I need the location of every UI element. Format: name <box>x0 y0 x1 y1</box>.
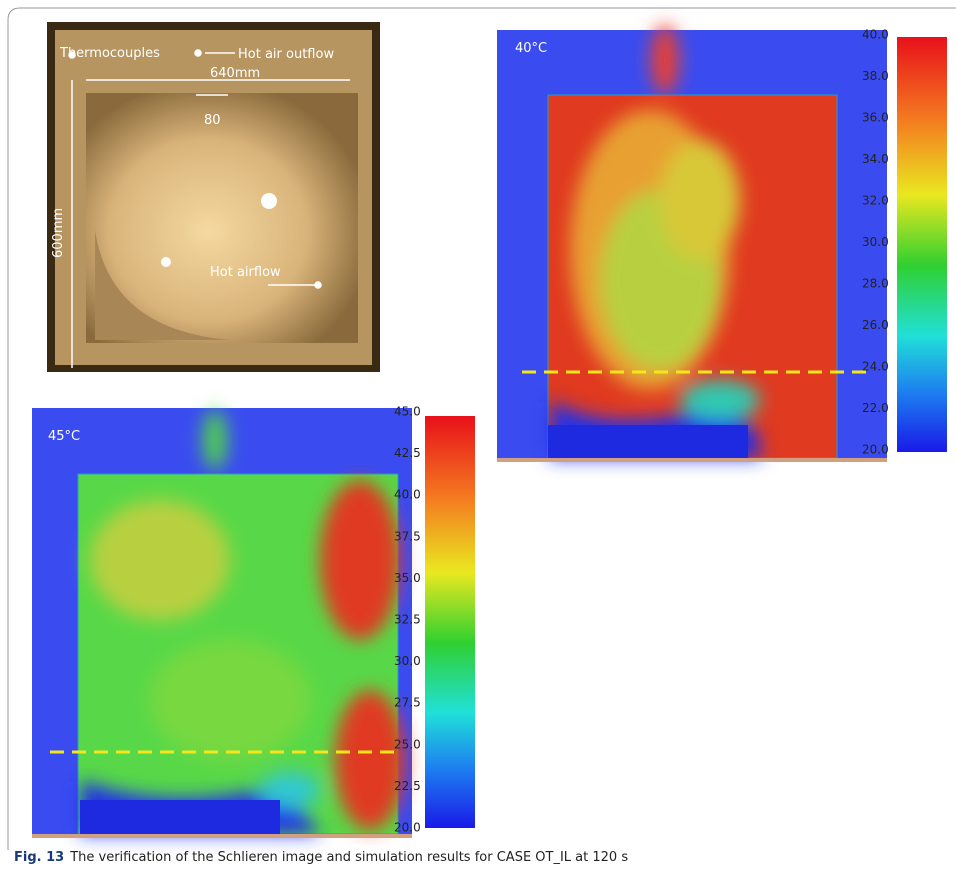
colorbar-tick-label: 22.5 <box>394 779 421 793</box>
colorbar-tick-label: 36.0 <box>862 111 889 125</box>
colorbar-tick-label: 37.5 <box>394 529 421 543</box>
colorbar-tick-label: 26.0 <box>862 318 889 332</box>
caption: Fig. 13 The verification of the Schlieren… <box>14 850 628 865</box>
colorbar-tick-label: 27.5 <box>394 696 421 710</box>
label: Thermocouples <box>59 46 160 61</box>
colorbar-tick-label: 30.0 <box>394 654 421 668</box>
colorbar-tick-label: 32.5 <box>394 613 421 627</box>
caption-text: The verification of the Schlieren image … <box>69 850 628 865</box>
colorbar-tick-label: 28.0 <box>862 277 889 291</box>
colorbar-tick-label: 42.5 <box>394 446 421 460</box>
label: Hot air outflow <box>238 47 334 62</box>
caption-label: Fig. 13 <box>14 850 64 865</box>
colorbar-tick-label: 25.0 <box>394 737 421 751</box>
label: 640mm <box>210 66 260 81</box>
colorbar-tick-label: 20.0 <box>862 443 889 457</box>
colorbar-tick-label: 30.0 <box>862 235 889 249</box>
colorbar-tick-label: 34.0 <box>862 152 889 166</box>
colorbar-tick-label: 45.0 <box>394 405 421 419</box>
simulation-40: 40°C 40.0 38.0 36.0 34.0 32.0 30.0 28.0 26.0 24.… <box>497 25 947 462</box>
schlieren-image: Thermocouples Hot air outflow 640mm 80 6… <box>47 22 380 372</box>
colorbar-tick-label: 24.0 <box>862 360 889 374</box>
panel-label: 40°C <box>515 41 547 56</box>
colorbar-tick-label: 38.0 <box>862 69 889 83</box>
panel-label: 45°C <box>48 429 80 444</box>
colorbar-tick-label: 40.0 <box>862 28 889 42</box>
colorbar-tick-label: 40.0 <box>394 488 421 502</box>
label: Hot airflow <box>210 265 281 280</box>
figure: Thermocouples Hot air outflow 640mm 80 6… <box>0 0 956 879</box>
colorbar-tick-label: 20.0 <box>394 821 421 835</box>
colorbar-tick-label: 32.0 <box>862 194 889 208</box>
colorbar-tick-label: 22.0 <box>862 401 889 415</box>
simulation-45: 45°C 45.0 42.5 40.0 37.5 35.0 32.5 30.0 27.5 25.… <box>32 405 475 839</box>
label: 600mm <box>51 208 66 258</box>
colorbar-tick-label: 35.0 <box>394 571 421 585</box>
label: 80 <box>204 113 221 128</box>
